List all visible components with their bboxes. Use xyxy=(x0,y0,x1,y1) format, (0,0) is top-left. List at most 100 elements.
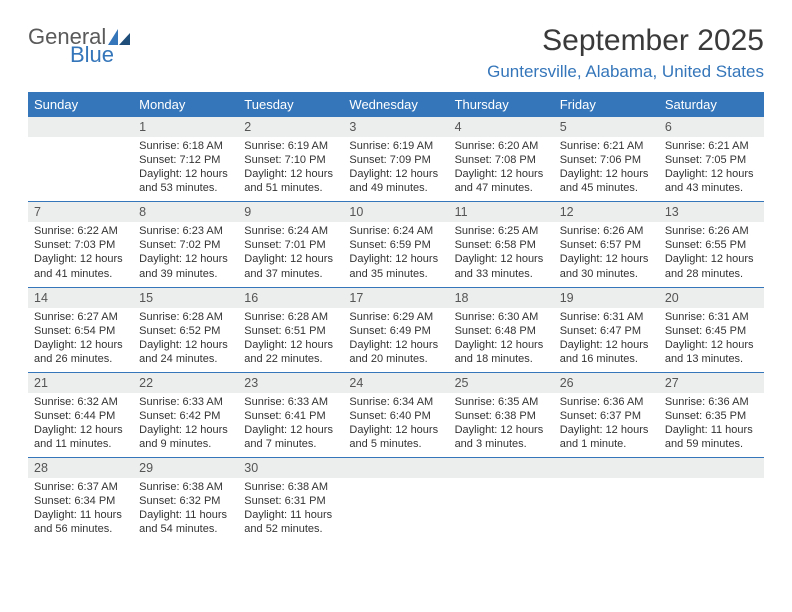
day-cell: 7Sunrise: 6:22 AMSunset: 7:03 PMDaylight… xyxy=(28,202,133,286)
daylight-line: Daylight: 12 hours and 51 minutes. xyxy=(244,167,337,195)
day-cell: 2Sunrise: 6:19 AMSunset: 7:10 PMDaylight… xyxy=(238,117,343,201)
daynum-row xyxy=(449,458,554,478)
daynum-row: 3 xyxy=(343,117,448,137)
sunset-line: Sunset: 6:37 PM xyxy=(560,409,653,423)
day-number: 26 xyxy=(554,373,659,393)
daynum-row: 6 xyxy=(659,117,764,137)
day-number: 19 xyxy=(554,288,659,308)
sunset-line: Sunset: 6:40 PM xyxy=(349,409,442,423)
day-number: 20 xyxy=(659,288,764,308)
daylight-line: Daylight: 12 hours and 20 minutes. xyxy=(349,338,442,366)
sunset-line: Sunset: 6:38 PM xyxy=(455,409,548,423)
day-number: 15 xyxy=(133,288,238,308)
daynum-row: 12 xyxy=(554,202,659,222)
logo-text-blue: Blue xyxy=(70,42,130,68)
day-number: 17 xyxy=(343,288,448,308)
daylight-line: Daylight: 11 hours and 52 minutes. xyxy=(244,508,337,536)
day-number: 11 xyxy=(449,202,554,222)
day-cell xyxy=(449,458,554,542)
sunset-line: Sunset: 7:08 PM xyxy=(455,153,548,167)
day-body xyxy=(659,478,764,486)
sunrise-line: Sunrise: 6:30 AM xyxy=(455,310,548,324)
day-cell xyxy=(554,458,659,542)
sunrise-line: Sunrise: 6:22 AM xyxy=(34,224,127,238)
sunrise-line: Sunrise: 6:28 AM xyxy=(139,310,232,324)
sunset-line: Sunset: 6:54 PM xyxy=(34,324,127,338)
sunset-line: Sunset: 6:32 PM xyxy=(139,494,232,508)
daynum-row: 26 xyxy=(554,373,659,393)
daynum-row: 2 xyxy=(238,117,343,137)
sunset-line: Sunset: 7:03 PM xyxy=(34,238,127,252)
daynum-row xyxy=(28,117,133,137)
day-cell: 14Sunrise: 6:27 AMSunset: 6:54 PMDayligh… xyxy=(28,288,133,372)
day-number: 24 xyxy=(343,373,448,393)
day-number: 22 xyxy=(133,373,238,393)
sunrise-line: Sunrise: 6:20 AM xyxy=(455,139,548,153)
day-number: 5 xyxy=(554,117,659,137)
day-number: 29 xyxy=(133,458,238,478)
sunrise-line: Sunrise: 6:33 AM xyxy=(139,395,232,409)
day-cell: 9Sunrise: 6:24 AMSunset: 7:01 PMDaylight… xyxy=(238,202,343,286)
week-row: 1Sunrise: 6:18 AMSunset: 7:12 PMDaylight… xyxy=(28,117,764,201)
day-body: Sunrise: 6:37 AMSunset: 6:34 PMDaylight:… xyxy=(28,478,133,542)
sunset-line: Sunset: 6:52 PM xyxy=(139,324,232,338)
day-number: 8 xyxy=(133,202,238,222)
dow-saturday: Saturday xyxy=(659,92,764,117)
day-body: Sunrise: 6:36 AMSunset: 6:35 PMDaylight:… xyxy=(659,393,764,457)
daynum-row xyxy=(554,458,659,478)
sunrise-line: Sunrise: 6:24 AM xyxy=(244,224,337,238)
daylight-line: Daylight: 12 hours and 47 minutes. xyxy=(455,167,548,195)
day-number xyxy=(449,458,554,478)
day-cell: 12Sunrise: 6:26 AMSunset: 6:57 PMDayligh… xyxy=(554,202,659,286)
day-body: Sunrise: 6:27 AMSunset: 6:54 PMDaylight:… xyxy=(28,308,133,372)
daynum-row: 13 xyxy=(659,202,764,222)
daynum-row: 23 xyxy=(238,373,343,393)
sunset-line: Sunset: 6:41 PM xyxy=(244,409,337,423)
day-body: Sunrise: 6:25 AMSunset: 6:58 PMDaylight:… xyxy=(449,222,554,286)
daynum-row: 24 xyxy=(343,373,448,393)
daylight-line: Daylight: 12 hours and 43 minutes. xyxy=(665,167,758,195)
sunrise-line: Sunrise: 6:19 AM xyxy=(349,139,442,153)
day-cell: 22Sunrise: 6:33 AMSunset: 6:42 PMDayligh… xyxy=(133,373,238,457)
day-cell: 27Sunrise: 6:36 AMSunset: 6:35 PMDayligh… xyxy=(659,373,764,457)
dow-sunday: Sunday xyxy=(28,92,133,117)
sunrise-line: Sunrise: 6:27 AM xyxy=(34,310,127,324)
daynum-row: 19 xyxy=(554,288,659,308)
daynum-row: 11 xyxy=(449,202,554,222)
sunrise-line: Sunrise: 6:31 AM xyxy=(665,310,758,324)
daylight-line: Daylight: 12 hours and 28 minutes. xyxy=(665,252,758,280)
daynum-row: 15 xyxy=(133,288,238,308)
sunset-line: Sunset: 7:05 PM xyxy=(665,153,758,167)
sunset-line: Sunset: 6:45 PM xyxy=(665,324,758,338)
daylight-line: Daylight: 12 hours and 5 minutes. xyxy=(349,423,442,451)
day-cell: 18Sunrise: 6:30 AMSunset: 6:48 PMDayligh… xyxy=(449,288,554,372)
sunrise-line: Sunrise: 6:32 AM xyxy=(34,395,127,409)
daynum-row: 10 xyxy=(343,202,448,222)
day-cell xyxy=(28,117,133,201)
month-title: September 2025 xyxy=(487,24,764,58)
sunset-line: Sunset: 6:55 PM xyxy=(665,238,758,252)
daynum-row: 29 xyxy=(133,458,238,478)
day-number: 12 xyxy=(554,202,659,222)
sunrise-line: Sunrise: 6:31 AM xyxy=(560,310,653,324)
daylight-line: Daylight: 11 hours and 59 minutes. xyxy=(665,423,758,451)
day-body: Sunrise: 6:19 AMSunset: 7:09 PMDaylight:… xyxy=(343,137,448,201)
day-cell: 30Sunrise: 6:38 AMSunset: 6:31 PMDayligh… xyxy=(238,458,343,542)
daynum-row: 22 xyxy=(133,373,238,393)
day-body: Sunrise: 6:19 AMSunset: 7:10 PMDaylight:… xyxy=(238,137,343,201)
day-body: Sunrise: 6:33 AMSunset: 6:42 PMDaylight:… xyxy=(133,393,238,457)
daylight-line: Daylight: 12 hours and 16 minutes. xyxy=(560,338,653,366)
day-number: 1 xyxy=(133,117,238,137)
day-cell: 29Sunrise: 6:38 AMSunset: 6:32 PMDayligh… xyxy=(133,458,238,542)
day-cell: 20Sunrise: 6:31 AMSunset: 6:45 PMDayligh… xyxy=(659,288,764,372)
day-body: Sunrise: 6:31 AMSunset: 6:45 PMDaylight:… xyxy=(659,308,764,372)
day-body: Sunrise: 6:21 AMSunset: 7:06 PMDaylight:… xyxy=(554,137,659,201)
day-number xyxy=(343,458,448,478)
sunset-line: Sunset: 6:57 PM xyxy=(560,238,653,252)
day-cell: 24Sunrise: 6:34 AMSunset: 6:40 PMDayligh… xyxy=(343,373,448,457)
day-cell: 19Sunrise: 6:31 AMSunset: 6:47 PMDayligh… xyxy=(554,288,659,372)
daynum-row: 17 xyxy=(343,288,448,308)
daylight-line: Daylight: 12 hours and 11 minutes. xyxy=(34,423,127,451)
dow-thursday: Thursday xyxy=(449,92,554,117)
sunrise-line: Sunrise: 6:37 AM xyxy=(34,480,127,494)
